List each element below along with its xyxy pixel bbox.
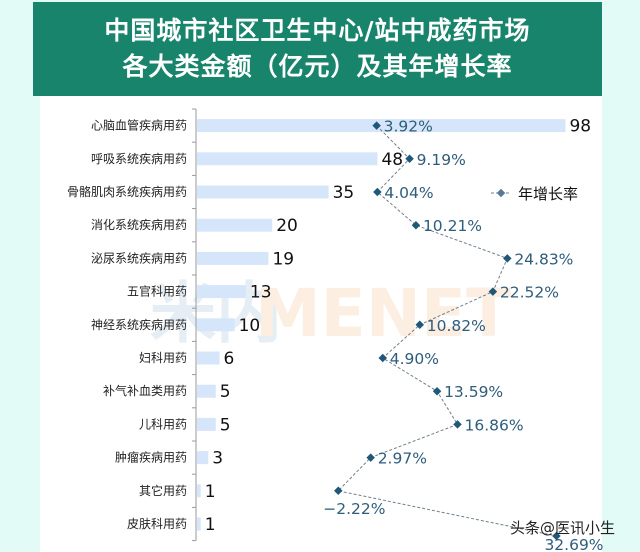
growth-rate-label: 2.97%	[378, 450, 427, 468]
bar-value-label: 48	[381, 150, 403, 170]
diamond-marker-icon	[373, 187, 382, 197]
title-line-1: 中国城市社区卫生中心/站中成药市场	[104, 16, 531, 45]
category-label: 骨骼肌肉系统疾病用药	[67, 184, 187, 199]
diamond-marker-icon	[488, 287, 498, 296]
growth-rate-label: 4.90%	[390, 350, 439, 368]
bar-value-label: 13	[250, 283, 272, 303]
diamond-marker-icon	[552, 531, 561, 541]
chart-panel	[40, 96, 602, 552]
category-label: 心脑血管疾病用药	[91, 118, 187, 133]
chart-title: 中国城市社区卫生中心/站中成药市场 各大类金额（亿元）及其年增长率	[33, 2, 602, 96]
bar	[197, 484, 201, 498]
growth-rate-label: 32.69%	[544, 536, 603, 552]
credit-watermark: 头条@医讯小生	[510, 519, 615, 537]
bar-value-label: 5	[220, 382, 231, 402]
growth-rate-label: 3.92%	[384, 118, 433, 136]
growth-rate-label: 13.59%	[444, 383, 503, 401]
bar	[197, 517, 201, 531]
bar-value-label: 20	[276, 216, 298, 236]
bar	[197, 218, 273, 232]
diamond-marker-icon	[405, 154, 414, 164]
bar-value-label: 1	[205, 482, 216, 502]
bar	[197, 119, 566, 133]
bar	[197, 152, 378, 166]
bar-value-label: 98	[569, 117, 591, 137]
svg-text:MENET: MENET	[255, 275, 511, 352]
bar-value-label: 35	[333, 183, 355, 203]
bar-value-label: 3	[212, 449, 223, 469]
diamond-marker-icon	[411, 220, 421, 230]
bar	[197, 384, 216, 398]
legend-marker-icon	[496, 188, 506, 198]
bar	[197, 285, 246, 299]
bar	[197, 351, 220, 365]
diamond-marker-icon	[432, 386, 442, 396]
category-label: 其它用药	[139, 483, 187, 498]
growth-rate-label: 24.83%	[514, 250, 573, 268]
legend: 年增长率	[491, 185, 578, 203]
category-axis: 心脑血管疾病用药呼吸系统疾病用药骨骼肌肉系统疾病用药消化系统疾病用药泌尿系统疾病…	[67, 108, 197, 542]
bar	[197, 417, 216, 431]
bar-value-label: 1	[205, 515, 216, 535]
bar-value-label: 5	[220, 415, 231, 435]
growth-rate-label: 22.52%	[500, 284, 559, 302]
growth-rate-label: 9.19%	[417, 151, 466, 169]
bar	[197, 451, 209, 465]
diamond-marker-icon	[334, 486, 343, 496]
bar	[197, 318, 235, 332]
growth-rate-label: 4.04%	[384, 184, 433, 202]
category-label: 消化系统疾病用药	[91, 217, 187, 232]
bar	[197, 251, 269, 265]
title-line-2: 各大类金额（亿元）及其年增长率	[122, 52, 513, 81]
category-label: 神经系统疾病用药	[91, 317, 187, 332]
legend-label: 年增长率	[518, 185, 578, 203]
bar-value-label: 6	[224, 349, 235, 369]
bar-value-label: 19	[272, 249, 294, 269]
diamond-marker-icon	[503, 254, 512, 263]
growth-rate-label: 10.82%	[427, 317, 486, 335]
growth-line-series: 3.92% 9.19% 4.04% 10.21% 24.83% 22.52% 10.82% 4…	[323, 118, 603, 552]
growth-rate-label: 10.21%	[423, 217, 482, 235]
category-label: 儿科用药	[139, 417, 187, 431]
category-label: 五官科用药	[127, 284, 187, 299]
category-label: 泌尿系统疾病用药	[91, 250, 187, 265]
bar	[197, 185, 329, 199]
diamond-marker-icon	[372, 121, 381, 130]
category-label: 皮肤科用药	[127, 516, 187, 531]
category-label: 补气补血类用药	[103, 383, 187, 398]
growth-rate-label: 16.86%	[465, 416, 524, 434]
diamond-marker-icon	[415, 320, 424, 330]
diamond-marker-icon	[453, 420, 462, 429]
diamond-marker-icon	[366, 453, 375, 462]
growth-rate-label: −2.22%	[323, 500, 385, 518]
category-label: 呼吸系统疾病用药	[91, 151, 187, 166]
diamond-marker-icon	[378, 353, 387, 363]
category-label: 肿瘤疾病用药	[115, 450, 187, 465]
bar-value-label: 10	[239, 316, 261, 336]
category-label: 妇科用药	[139, 351, 187, 365]
